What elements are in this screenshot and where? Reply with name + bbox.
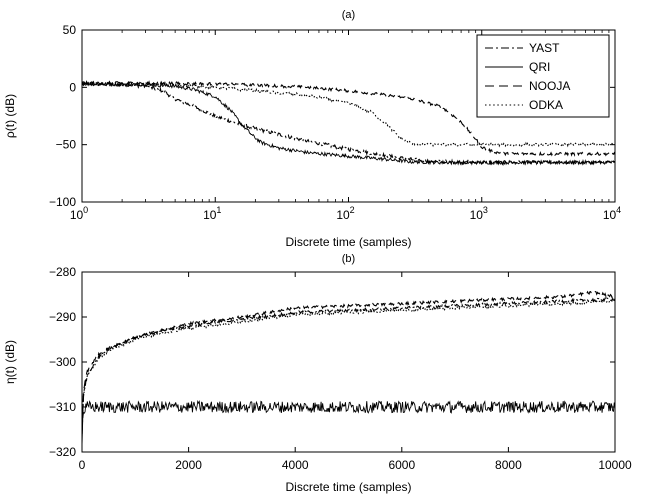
legend-label-nooja: NOOJA bbox=[529, 79, 570, 93]
x-tick-label: 2000 bbox=[175, 458, 202, 472]
legend-label-odka: ODKA bbox=[529, 98, 563, 112]
y-tick-label: −50 bbox=[56, 138, 77, 152]
panel-title: (a) bbox=[342, 9, 355, 21]
x-tick-label: 102 bbox=[336, 205, 354, 222]
y-tick-label: −320 bbox=[49, 445, 76, 459]
legend-label-yast: YAST bbox=[529, 41, 560, 55]
series-line-odka bbox=[82, 299, 615, 434]
y-tick-label: −100 bbox=[49, 195, 76, 209]
y-tick-label: −300 bbox=[49, 355, 76, 369]
y-axis-label: ρ(t) (dB) bbox=[3, 94, 17, 138]
series-line-nooja bbox=[82, 290, 615, 431]
x-axis-label: Discrete time (samples) bbox=[285, 480, 411, 494]
y-tick-label: 0 bbox=[69, 80, 76, 94]
legend-label-qri: QRI bbox=[529, 60, 550, 74]
panel-b: 0 2000 4000 6000 8000 10000 −280 −290 −300 −310 −3… bbox=[3, 253, 632, 494]
y-axis-label: η(t) (dB) bbox=[3, 340, 17, 384]
series-group bbox=[82, 80, 615, 167]
series-group bbox=[82, 290, 615, 446]
x-tick-label: 101 bbox=[203, 205, 221, 222]
x-tick-label: 0 bbox=[79, 458, 86, 472]
series-line-qri bbox=[82, 399, 615, 446]
plot-frame bbox=[81, 271, 616, 453]
x-tick-label: 6000 bbox=[388, 458, 415, 472]
y-tick-label: 50 bbox=[63, 23, 77, 37]
panel-title: (b) bbox=[342, 253, 355, 265]
series-line-odka bbox=[82, 81, 615, 148]
x-tick-label: 8000 bbox=[495, 458, 522, 472]
x-tick-label: 10000 bbox=[598, 458, 632, 472]
x-tick-label: 4000 bbox=[282, 458, 309, 472]
x-tick-label: 103 bbox=[470, 205, 488, 222]
series-line-yast bbox=[82, 296, 615, 434]
y-tick-label: −290 bbox=[49, 310, 76, 324]
x-axis-label: Discrete time (samples) bbox=[285, 235, 411, 249]
panel-a: 100 101 102 103 104 50 0 −50 −100 (a) Discrete tim… bbox=[3, 9, 621, 249]
legend-box bbox=[476, 34, 610, 118]
legend: YAST QRI NOOJA ODKA bbox=[476, 34, 610, 118]
y-tick-label: −310 bbox=[49, 400, 76, 414]
series-line-nooja bbox=[82, 80, 615, 157]
x-tick-label: 100 bbox=[70, 205, 88, 222]
y-tick-label: −280 bbox=[49, 265, 76, 279]
series-line-yast bbox=[82, 81, 615, 167]
x-tick-label: 104 bbox=[603, 205, 621, 222]
